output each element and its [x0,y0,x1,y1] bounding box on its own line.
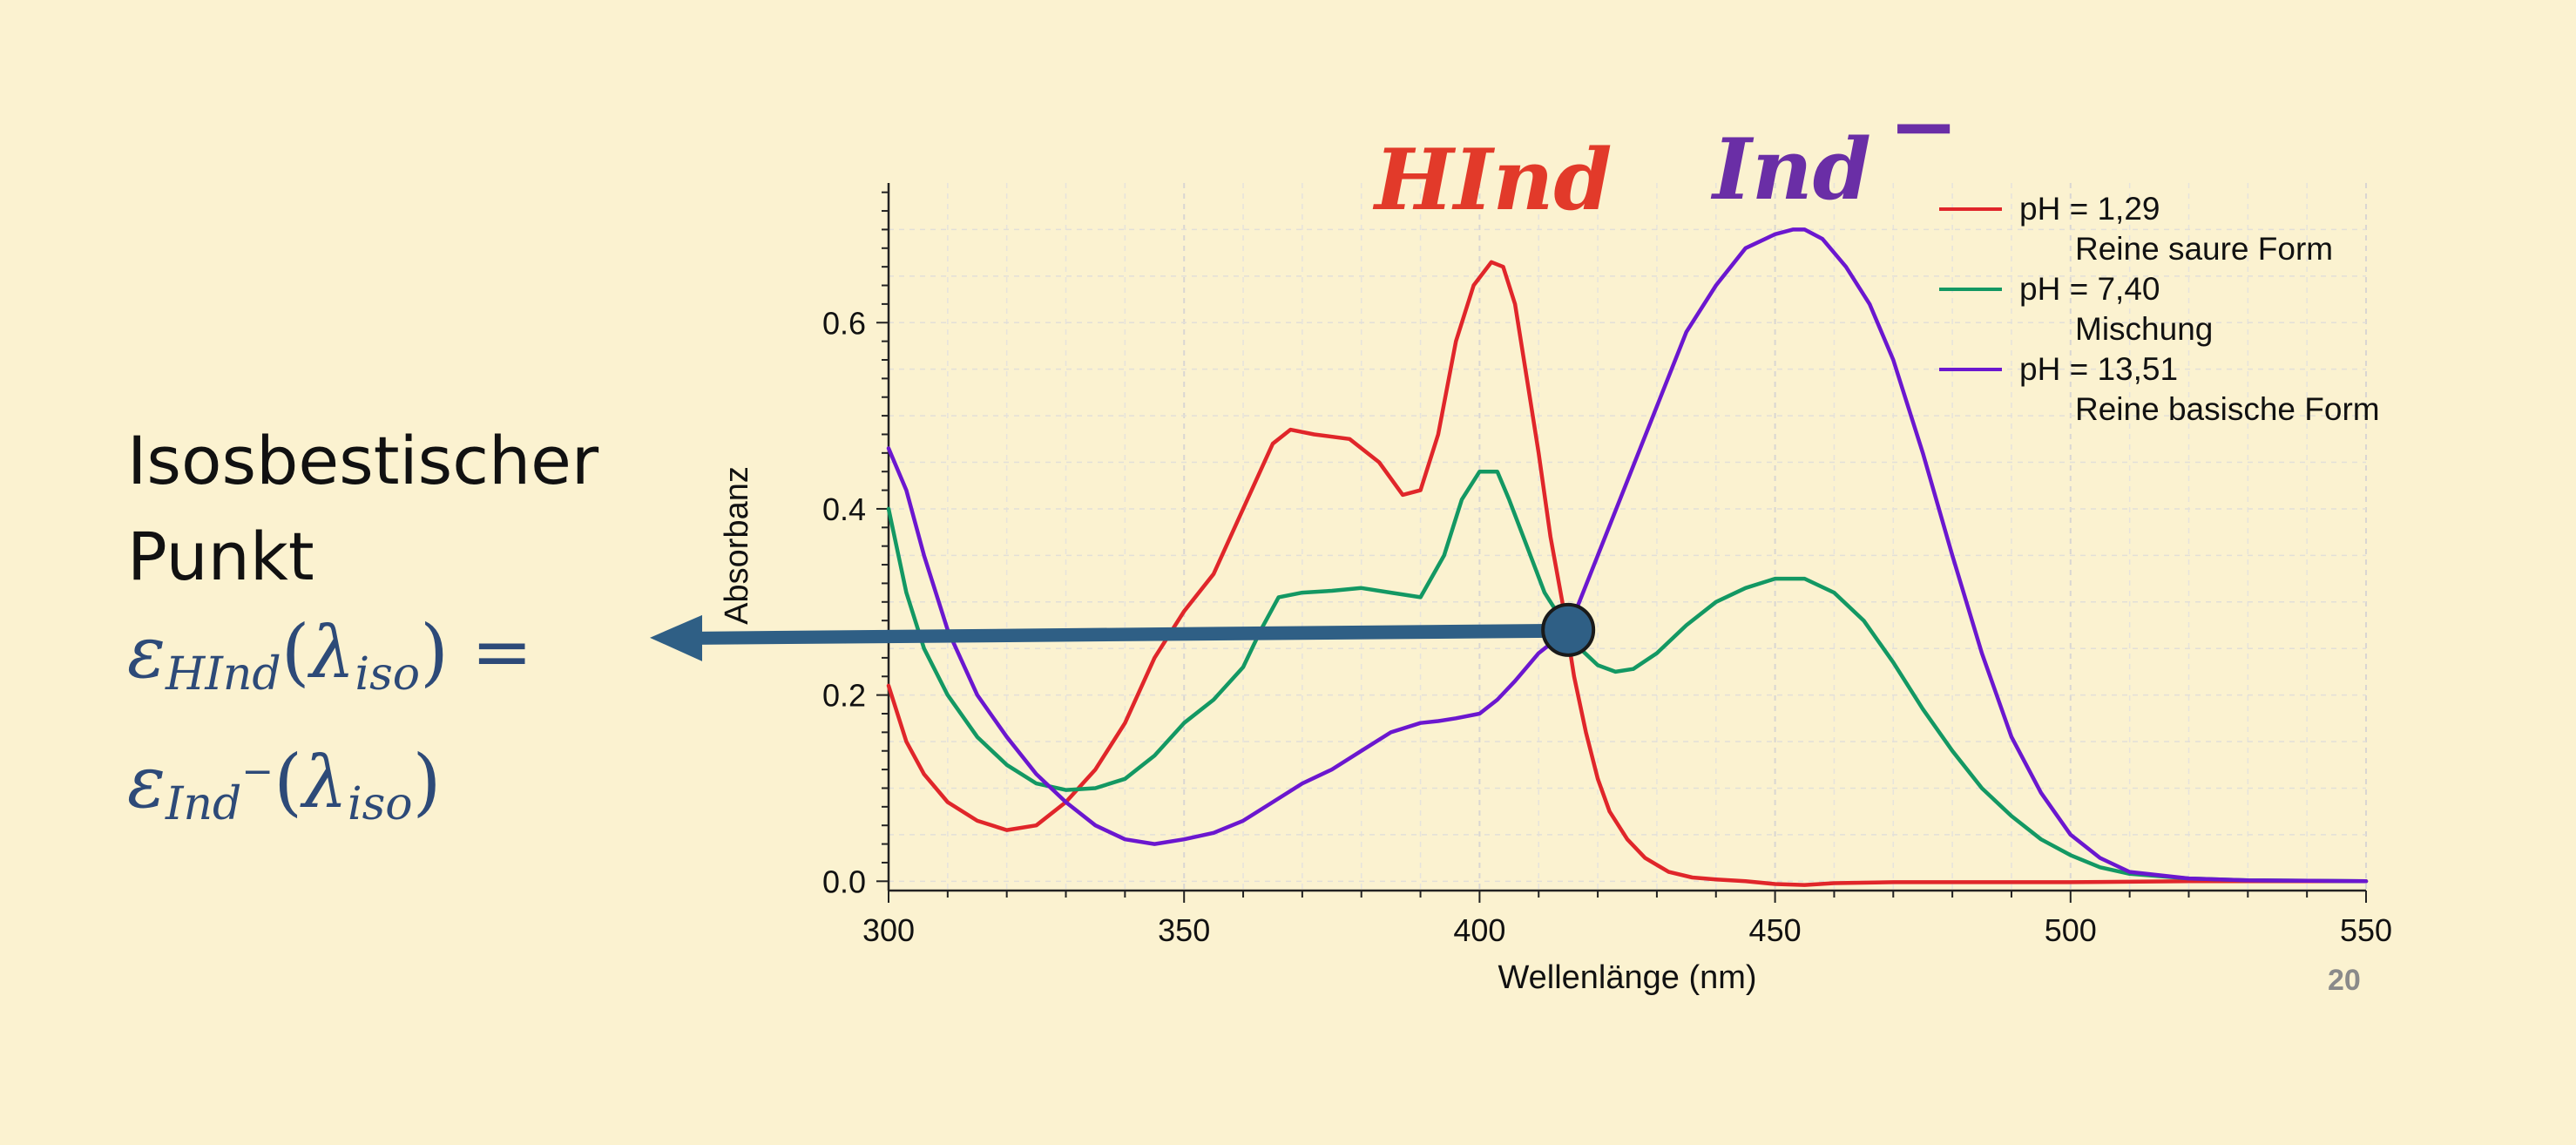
y-tick-label: 0.2 [822,678,866,714]
y-tick-label: 0.4 [822,491,866,527]
series-line-2 [886,469,2369,884]
legend-description-1: Reine saure Form [2075,231,2333,267]
series-line-3 [886,227,2369,884]
epsilon-symbol: ε [127,612,166,694]
x-tick-label: 500 [2045,912,2097,948]
epsilon-subscript-hind: HInd [166,648,281,701]
lambda-subscript: iso [355,648,421,701]
ind-label: Ind [1710,120,1871,219]
y-tick-label: 0.6 [822,305,866,341]
hind-label: HInd [1372,131,1613,229]
isosbestic-point-marker [1541,602,1596,657]
paren-close-2: ) [412,739,442,824]
x-axis-title: Wellenlänge (nm) [1498,959,1756,996]
lambda-symbol-2: λ [302,742,348,824]
isosbestic-heading: Isosbestischer Punkt [127,413,598,605]
lambda-subscript-2: iso [347,778,413,830]
formula-line1: εHInd(λiso) = [127,603,532,723]
series-line-1 [886,260,2369,887]
x-tick-label: 350 [1158,912,1210,948]
paren-open-2: ( [274,739,302,824]
x-tick-label: 300 [862,912,915,948]
epsilon-symbol-2: ε [127,742,166,824]
legend-description-2: Mischung [2075,311,2213,347]
arrow-head [650,614,702,661]
x-tick-label: 450 [1749,912,1802,948]
arrow-shaft [697,623,1560,645]
epsilon-subscript-ind: Ind [166,778,242,830]
legend-name-3: pH = 13,51 [2019,351,2178,387]
equals-sign: = [470,609,533,694]
legend-description-3: Reine basische Form [2075,391,2380,427]
heading-line2: Punkt [127,518,314,595]
legend-name-2: pH = 7,40 [2019,271,2160,307]
isosbestic-formula: εHInd(λiso) = εInd−(λiso) [127,603,532,853]
x-tick-label: 400 [1453,912,1505,948]
x-tick-label: 550 [2340,912,2392,948]
formula-line2: εInd−(λiso) [127,723,532,853]
paren-close: ) [420,609,449,694]
heading-line1: Isosbestischer [127,422,599,499]
y-axis-title: Absorbanz [719,466,755,625]
y-tick-label: 0.0 [822,864,866,899]
legend-name-1: pH = 1,29 [2019,191,2160,227]
lambda-symbol: λ [309,612,355,694]
page-number: 20 [2328,964,2361,997]
ind-minus-superscript: − [241,749,274,794]
ind-minus-label: − [1889,77,1958,175]
paren-open: ( [281,609,310,694]
grid [888,183,2367,891]
